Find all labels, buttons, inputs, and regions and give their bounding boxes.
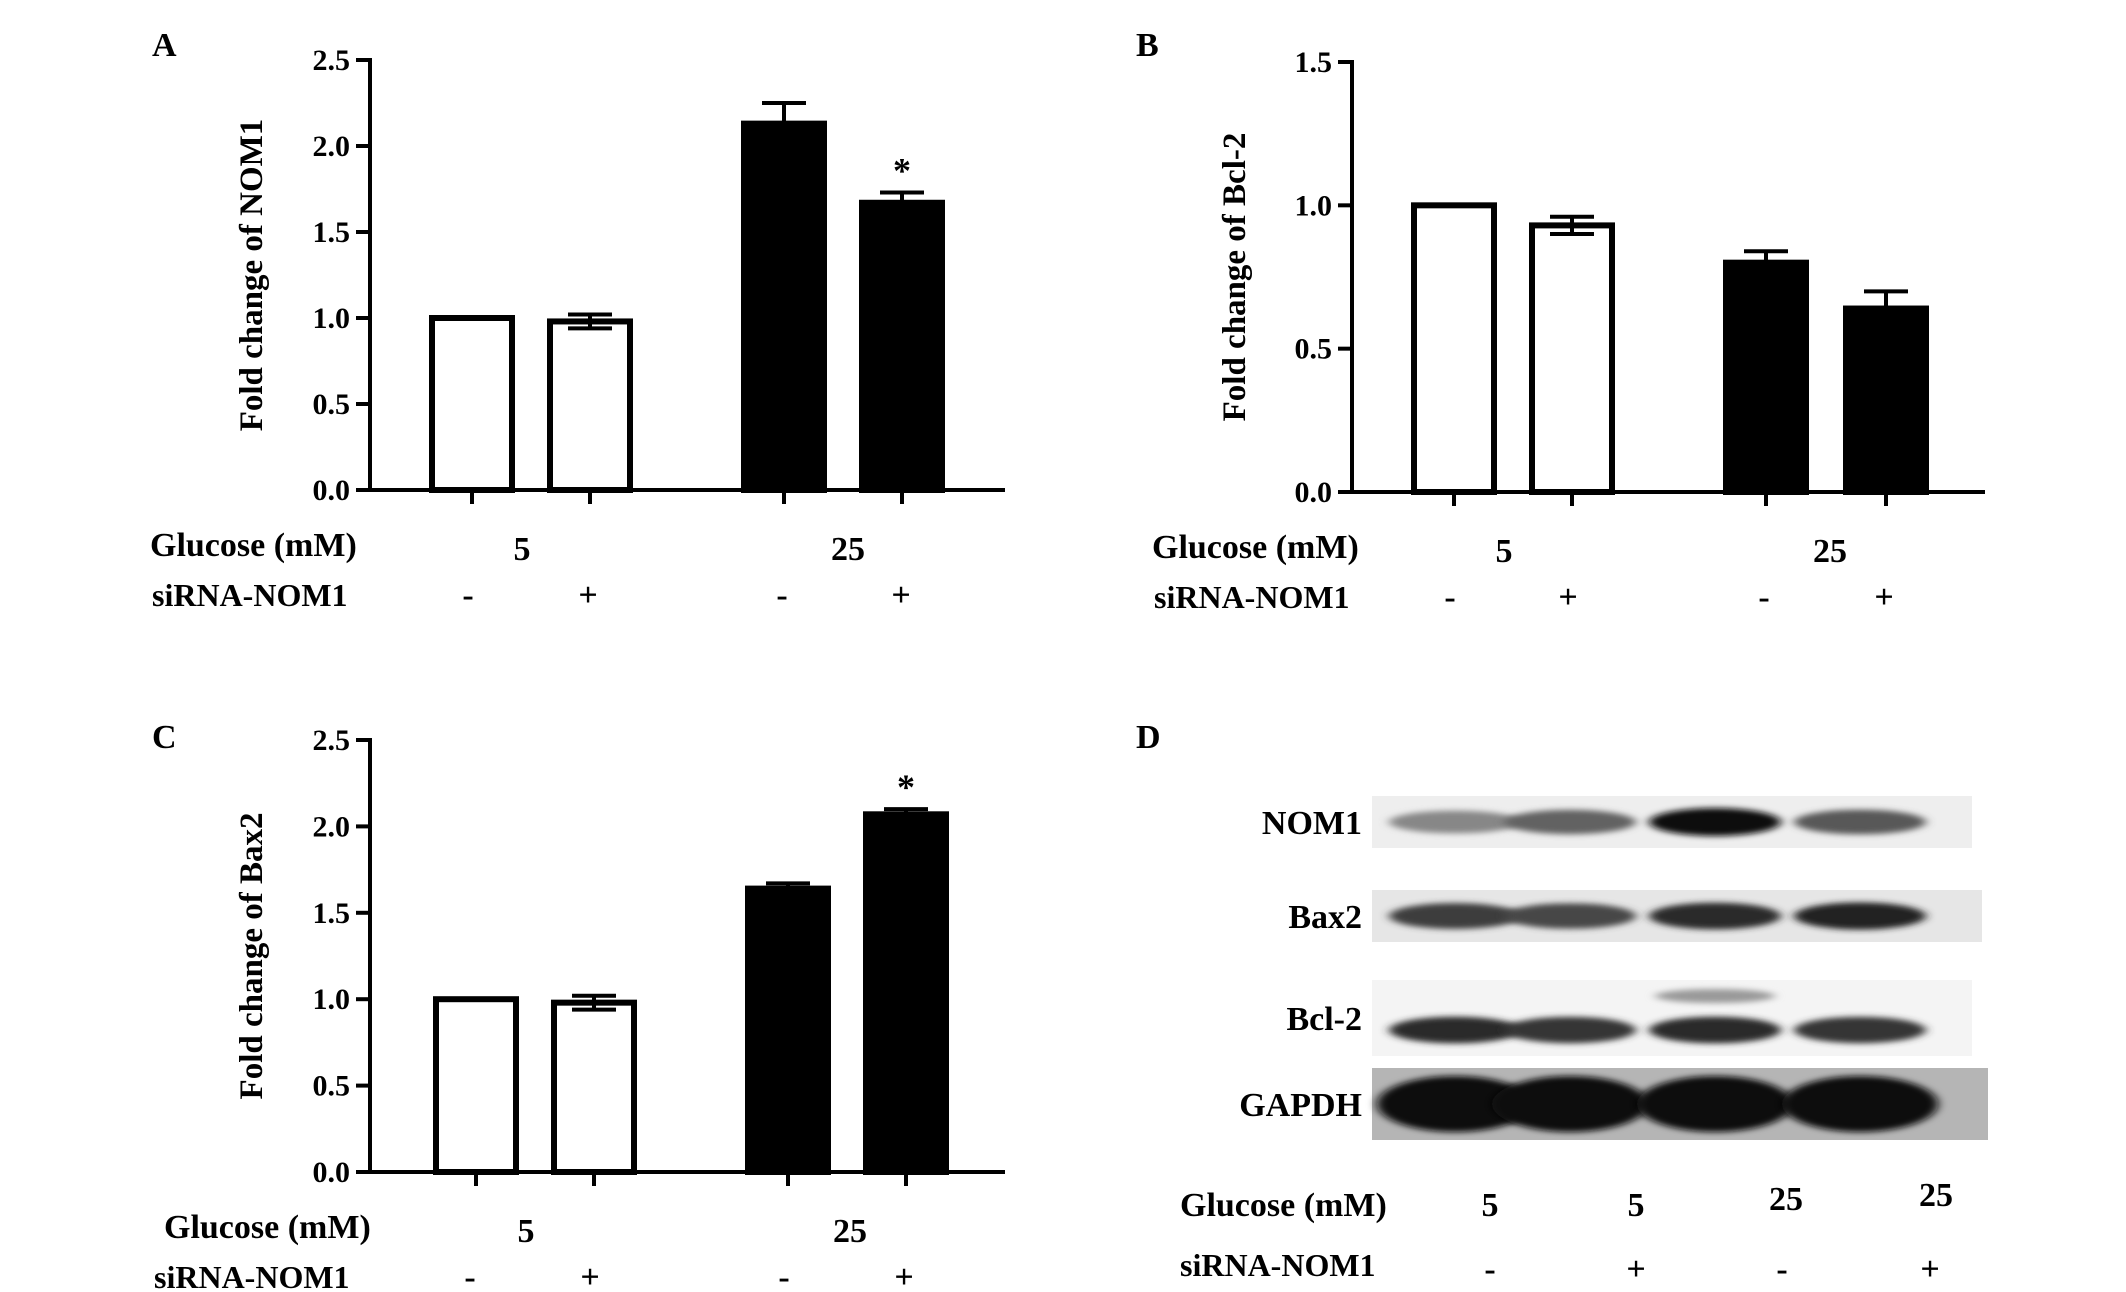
blot-glucose-label: Glucose (mM)	[1180, 1187, 1387, 1224]
bar	[429, 315, 515, 493]
bar	[859, 199, 945, 493]
blot-band	[1649, 902, 1781, 930]
panel-letter-c: C	[152, 719, 177, 756]
y-tick-label: 2.5	[313, 724, 351, 757]
y-tick-label: 1.0	[1295, 189, 1333, 222]
blot-sirna-value: -	[1776, 1251, 1787, 1288]
sirna-value: -	[776, 577, 787, 614]
sirna-row-label: siRNA-NOM1	[152, 577, 348, 613]
sirna-value: +	[580, 1259, 599, 1292]
blot-band	[1377, 1076, 1533, 1132]
blot-band	[1649, 808, 1781, 836]
blot-band	[1389, 903, 1521, 929]
panel-letter-a: A	[152, 27, 177, 64]
bar	[863, 811, 949, 1176]
glucose-value: 25	[831, 531, 865, 568]
bar	[547, 318, 633, 493]
blot-band	[1794, 809, 1926, 835]
western-blot-panel: NOM1 Bax2 Bcl-2 GAPDH Glucose (mM) 5 5 25 25 siRN…	[1180, 796, 1988, 1288]
bar-chart-bax2: 0.0 0.5 1.0 1.5 2.0 2.5 Fold change of Bax2 * Gl…	[154, 724, 1005, 1292]
blot-band	[1794, 1016, 1926, 1044]
bar	[745, 885, 831, 1175]
bar	[741, 120, 827, 493]
bar-chart-bcl2: 0.0 0.5 1.0 1.5 Fold change of Bcl-2 Glucose …	[1152, 46, 1985, 616]
y-tick-label: 1.0	[313, 302, 351, 335]
y-tick-label: 0.5	[313, 388, 351, 421]
blot-glucose-value: 5	[1628, 1187, 1645, 1224]
bar	[1529, 222, 1615, 495]
bar	[1843, 305, 1929, 495]
blot-glucose-value: 25	[1919, 1177, 1953, 1214]
blot-band	[1492, 1076, 1648, 1132]
blot-glucose-value: 25	[1769, 1181, 1803, 1218]
y-tick-label: 1.5	[313, 897, 351, 930]
glucose-value: 5	[518, 1213, 535, 1250]
sirna-value: +	[578, 577, 597, 614]
glucose-row-label: Glucose (mM)	[150, 527, 357, 564]
sirna-value: +	[894, 1259, 913, 1292]
glucose-value: 5	[514, 531, 531, 568]
y-tick-label: 0.5	[313, 1070, 351, 1103]
sirna-value: -	[1444, 579, 1455, 616]
y-axis-label: Fold change of Bcl-2	[1217, 133, 1253, 422]
glucose-row-label: Glucose (mM)	[1152, 529, 1359, 566]
sirna-row-label: siRNA-NOM1	[1154, 579, 1350, 615]
glucose-row-label: Glucose (mM)	[164, 1209, 371, 1246]
sirna-value: +	[891, 577, 910, 614]
y-axis-label: Fold change of NOM1	[234, 119, 270, 432]
y-tick-label: 0.0	[313, 474, 351, 507]
sirna-value: -	[1758, 579, 1769, 616]
sirna-value: -	[462, 577, 473, 614]
glucose-value: 25	[833, 1213, 867, 1250]
sirna-row-label: siRNA-NOM1	[154, 1259, 350, 1292]
sirna-value: +	[1874, 579, 1893, 616]
blot-glucose-value: 5	[1482, 1187, 1499, 1224]
blot-band	[1504, 1016, 1636, 1044]
y-tick-label: 2.0	[313, 130, 351, 163]
y-tick-label: 1.5	[1295, 46, 1333, 79]
y-tick-label: 0.0	[313, 1156, 351, 1189]
blot-row-label: Bcl-2	[1286, 1001, 1362, 1038]
y-tick-label: 2.0	[313, 810, 351, 843]
glucose-value: 25	[1813, 533, 1847, 570]
sirna-value: +	[1558, 579, 1577, 616]
bar-chart-nom1: 0.0 0.5 1.0 1.5 2.0 2.5 Fold change of NOM1 * Gl…	[150, 44, 1005, 614]
sirna-value: -	[778, 1259, 789, 1292]
blot-band	[1504, 809, 1636, 835]
blot-band	[1504, 903, 1636, 929]
glucose-value: 5	[1496, 533, 1513, 570]
blot-sirna-value: +	[1920, 1251, 1939, 1288]
bar	[433, 996, 519, 1176]
blot-row-label: Bax2	[1288, 899, 1362, 936]
y-tick-label: 0.5	[1295, 333, 1333, 366]
significance-marker: *	[893, 150, 911, 190]
blot-band	[1782, 1076, 1938, 1132]
significance-marker: *	[897, 767, 915, 807]
blot-sirna-value: -	[1484, 1251, 1495, 1288]
blot-band	[1637, 1076, 1793, 1132]
y-tick-label: 0.0	[1295, 476, 1333, 509]
y-tick-label: 1.0	[313, 983, 351, 1016]
blot-row-label: GAPDH	[1239, 1087, 1362, 1124]
y-axis-label: Fold change of Bax2	[234, 813, 270, 1100]
sirna-value: -	[464, 1259, 475, 1292]
panel-letter-d: D	[1136, 719, 1161, 756]
y-tick-label: 1.5	[313, 216, 351, 249]
y-tick-label: 2.5	[313, 44, 351, 77]
blot-row-label: NOM1	[1262, 805, 1362, 842]
blot-band-faint	[1655, 989, 1775, 1003]
blot-sirna-value: +	[1626, 1251, 1645, 1288]
bar	[551, 999, 637, 1175]
bar	[1723, 259, 1809, 495]
blot-band	[1389, 1016, 1521, 1044]
bar	[1411, 202, 1497, 495]
blot-band	[1794, 902, 1926, 930]
blot-sirna-label: siRNA-NOM1	[1180, 1247, 1376, 1283]
panel-letter-b: B	[1136, 27, 1159, 64]
blot-band	[1389, 810, 1521, 834]
blot-band	[1649, 1016, 1781, 1044]
